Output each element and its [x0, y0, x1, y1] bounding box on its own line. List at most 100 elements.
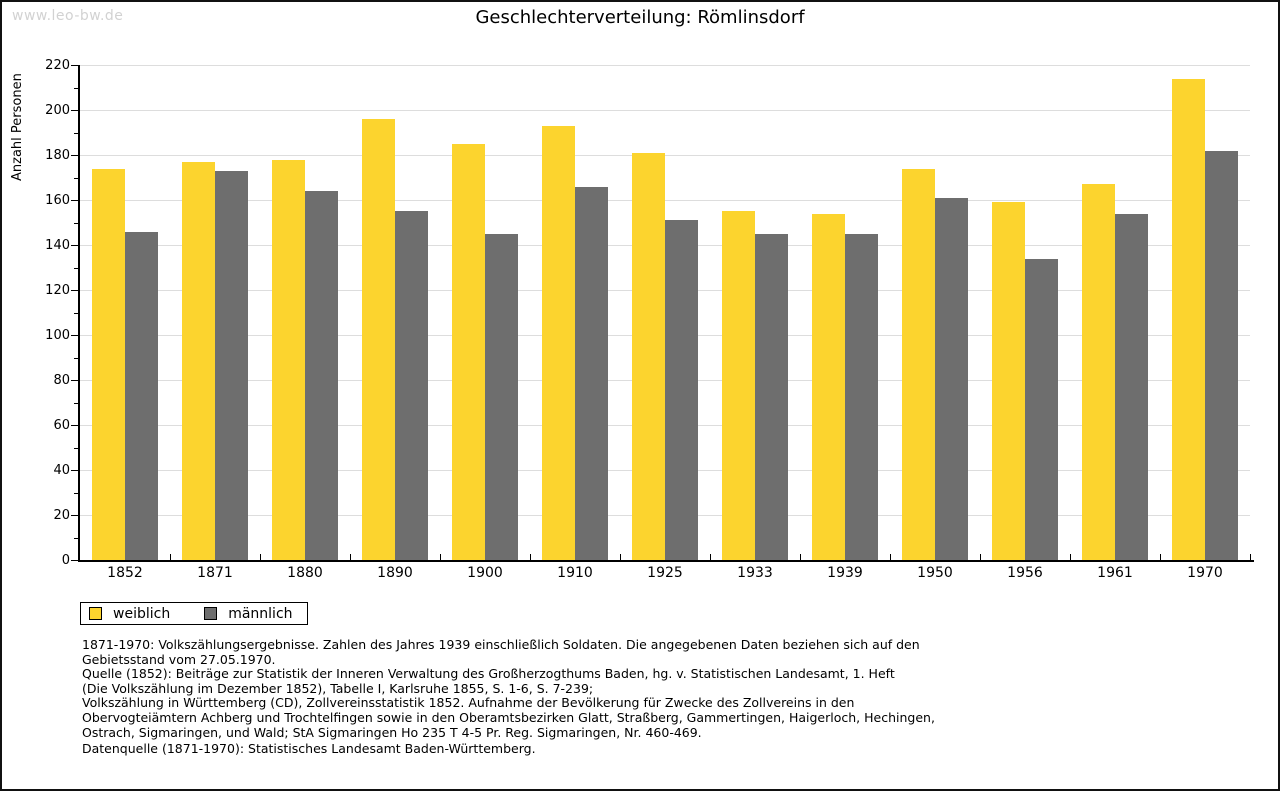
- y-tick-130: [74, 267, 78, 269]
- y-tick-label-160: 160: [45, 192, 70, 208]
- footnote-line-7: Ostrach, Sigmaringen, und Wald; StA Sigm…: [82, 724, 702, 740]
- x-tick-4: [440, 554, 441, 560]
- footnote-line-2: Gebietsstand vom 27.05.1970.: [82, 651, 276, 667]
- y-tick-label-200: 200: [45, 102, 70, 118]
- y-tick-210: [74, 87, 78, 89]
- bar-weiblich-1880: [272, 159, 305, 560]
- x-label-1871: 1871: [197, 565, 233, 581]
- y-tick-label-140: 140: [45, 237, 70, 253]
- y-tick-80: [71, 380, 78, 381]
- y-tick-150: [74, 222, 78, 224]
- x-label-1910: 1910: [557, 565, 593, 581]
- x-tick-10: [980, 554, 981, 560]
- bar-männlich-1970: [1205, 150, 1238, 560]
- x-axis-line: [78, 560, 1254, 562]
- y-tick-label-40: 40: [53, 462, 70, 478]
- y-tick-110: [74, 312, 78, 314]
- x-tick-12: [1160, 554, 1161, 560]
- bar-männlich-1925: [665, 220, 698, 560]
- datasource-line: Datenquelle (1871-1970): Statistisches L…: [82, 741, 536, 756]
- x-tick-11: [1070, 554, 1071, 560]
- x-label-1956: 1956: [1007, 565, 1043, 581]
- x-label-1970: 1970: [1187, 565, 1223, 581]
- y-tick-40: [71, 470, 78, 471]
- x-label-1961: 1961: [1097, 565, 1133, 581]
- bar-männlich-1956: [1025, 258, 1058, 560]
- y-tick-20: [71, 515, 78, 516]
- bar-weiblich-1871: [182, 161, 215, 560]
- y-tick-label-20: 20: [53, 507, 70, 523]
- bar-männlich-1852: [125, 231, 158, 560]
- y-tick-label-0: 0: [61, 552, 70, 568]
- bar-männlich-1880: [305, 191, 338, 560]
- bar-männlich-1871: [215, 170, 248, 560]
- y-tick-label-180: 180: [45, 147, 70, 163]
- bar-weiblich-1970: [1172, 78, 1205, 560]
- footnotes: 1871-1970: Volkszählungsergebnisse. Zahl…: [82, 637, 1232, 740]
- plot-area: 0 20 40 60 80 100 120 140 160 180 200 220: [45, 59, 1254, 567]
- x-tick-13: [1250, 554, 1251, 560]
- bar-weiblich-1910: [542, 125, 575, 560]
- chart-title: Geschlechterverteilung: Römlinsdorf: [475, 7, 805, 28]
- gridline-200: [80, 110, 1250, 111]
- bar-männlich-1950: [935, 197, 968, 560]
- y-tick-220: [71, 65, 78, 66]
- bar-männlich-1910: [575, 186, 608, 560]
- y-tick-label-220: 220: [45, 57, 70, 73]
- x-label-1890: 1890: [377, 565, 413, 581]
- x-label-1900: 1900: [467, 565, 503, 581]
- y-tick-200: [71, 110, 78, 111]
- bar-männlich-1900: [485, 233, 518, 560]
- legend-label-weiblich: weiblich: [113, 605, 171, 622]
- legend-swatch-weiblich: [89, 607, 102, 620]
- y-tick-50: [74, 447, 78, 449]
- y-tick-label-60: 60: [53, 417, 70, 433]
- bar-weiblich-1961: [1082, 184, 1115, 560]
- legend-item-männlich: männlich: [204, 606, 293, 622]
- bar-weiblich-1890: [362, 119, 395, 560]
- y-tick-30: [74, 492, 78, 494]
- bar-weiblich-1925: [632, 152, 665, 560]
- y-tick-100: [71, 335, 78, 336]
- x-label-1880: 1880: [287, 565, 323, 581]
- x-tick-7: [710, 554, 711, 560]
- y-tick-70: [74, 402, 78, 404]
- x-tick-3: [350, 554, 351, 560]
- bar-männlich-1961: [1115, 213, 1148, 560]
- y-tick-label-120: 120: [45, 282, 70, 298]
- y-tick-180: [71, 155, 78, 156]
- footnote-line-5: Volkszählung in Württemberg (CD), Zollve…: [82, 695, 855, 711]
- x-label-1950: 1950: [917, 565, 953, 581]
- x-tick-2: [260, 554, 261, 560]
- footnote-line-4: (Die Volkszählung im Dezember 1852), Tab…: [82, 680, 594, 696]
- gridline-160: [80, 200, 1250, 201]
- bar-weiblich-1956: [992, 202, 1025, 560]
- y-tick-120: [71, 290, 78, 291]
- y-tick-0: [71, 560, 78, 561]
- bar-weiblich-1852: [92, 168, 125, 560]
- x-label-1852: 1852: [107, 565, 143, 581]
- footnote-line-6: Obervogteiämtern Achberg und Trochtelfin…: [82, 709, 935, 725]
- y-tick-170: [74, 177, 78, 179]
- bar-weiblich-1900: [452, 143, 485, 560]
- y-tick-140: [71, 245, 78, 246]
- footnote-line-1: 1871-1970: Volkszählungsergebnisse. Zahl…: [82, 637, 920, 652]
- watermark-leo-bw: www.leo-bw.de: [12, 8, 124, 24]
- bar-männlich-1890: [395, 211, 428, 560]
- legend-swatch-männlich: [204, 607, 218, 620]
- x-tick-8: [800, 554, 801, 560]
- bar-weiblich-1933: [722, 211, 755, 560]
- bar-männlich-1933: [755, 233, 788, 560]
- y-tick-60: [71, 425, 78, 426]
- y-tick-160: [71, 200, 78, 201]
- bar-weiblich-1939: [812, 213, 845, 560]
- y-axis-title: Anzahl Personen: [10, 73, 25, 181]
- x-tick-1: [170, 554, 171, 560]
- y-tick-label-100: 100: [45, 327, 70, 343]
- y-tick-190: [74, 132, 78, 134]
- gridline-220: [80, 65, 1250, 66]
- x-label-1939: 1939: [827, 565, 863, 581]
- footnote-line-3: Quelle (1852): Beiträge zur Statistik de…: [82, 666, 895, 682]
- gridline-180: [80, 155, 1250, 156]
